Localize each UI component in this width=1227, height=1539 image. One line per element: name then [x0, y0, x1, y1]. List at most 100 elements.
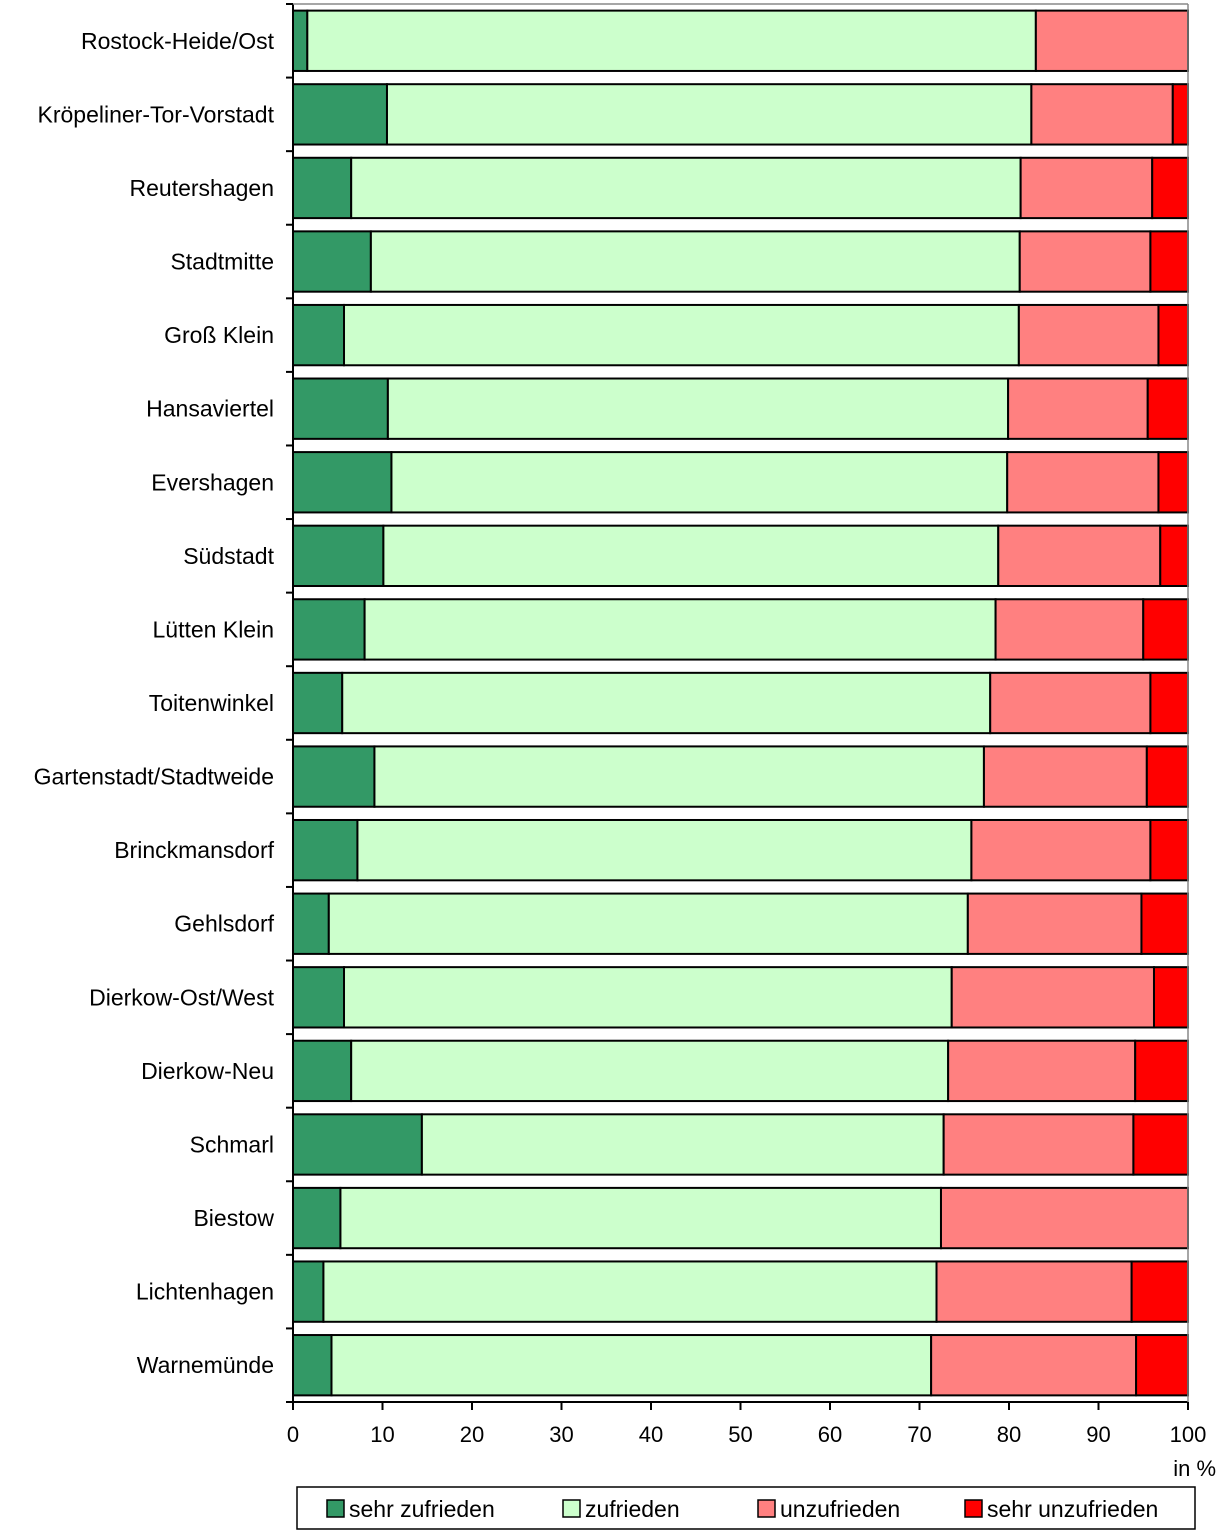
category-label-18: Warnemünde [137, 1352, 274, 1378]
bar-segment-0-1 [292, 83, 388, 146]
bar-segment-1-0 [306, 9, 1037, 72]
bar-segment-2-10 [982, 745, 1148, 808]
bar-segment-1-6 [390, 451, 1009, 514]
category-label-1: Kröpeliner-Tor-Vorstadt [38, 101, 275, 127]
axes-layer [286, 3, 1189, 1410]
bar-segment-2-7 [997, 524, 1162, 587]
category-label-2: Reutershagen [130, 175, 275, 201]
bar-segment-0-3 [292, 230, 372, 293]
bar-segment-2-3 [1018, 230, 1152, 293]
bar-segment-2-13 [950, 966, 1155, 1029]
bar-segment-3-8 [1142, 598, 1189, 661]
bar-segment-3-15 [1132, 1113, 1190, 1176]
bar-segment-0-8 [292, 598, 366, 661]
bar-segment-0-0 [292, 9, 309, 72]
bar-segment-2-8 [994, 598, 1145, 661]
bar-segment-1-12 [327, 892, 969, 955]
x-tick-label-0: 0 [287, 1422, 299, 1447]
category-label-4: Groß Klein [164, 322, 274, 348]
bar-segment-2-18 [930, 1334, 1138, 1397]
bar-segment-1-3 [369, 230, 1021, 293]
category-label-13: Dierkow-Ost/West [89, 984, 274, 1010]
category-label-7: Südstadt [183, 543, 274, 569]
category-label-9: Toitenwinkel [149, 690, 274, 716]
bar-segment-0-9 [292, 671, 344, 735]
bar-segment-0-7 [292, 524, 385, 587]
bar-segment-2-14 [947, 1039, 1137, 1103]
bar-segment-2-12 [966, 892, 1143, 955]
x-tick-label-3: 30 [549, 1422, 573, 1447]
category-label-12: Gehlsdorf [174, 911, 274, 937]
bar-segment-1-2 [350, 156, 1022, 220]
bar-segment-3-1 [1171, 83, 1190, 146]
bar-segment-2-15 [942, 1113, 1135, 1176]
legend-swatch-2 [757, 1499, 776, 1518]
bar-segment-0-15 [292, 1113, 423, 1176]
bar-segment-0-5 [292, 377, 389, 440]
category-label-3: Stadtmitte [170, 249, 274, 275]
bar-segment-3-11 [1149, 818, 1190, 882]
bar-segment-3-10 [1145, 745, 1189, 808]
bar-segment-0-16 [292, 1186, 342, 1250]
category-label-14: Dierkow-Neu [141, 1058, 274, 1084]
bar-segment-2-0 [1034, 9, 1189, 72]
legend-label-0: sehr zufrieden [349, 1496, 495, 1522]
bar-segment-3-4 [1157, 303, 1189, 367]
x-tick-label-8: 80 [997, 1422, 1021, 1447]
bar-segment-3-9 [1149, 671, 1190, 735]
x-tick-label-2: 20 [460, 1422, 484, 1447]
category-label-17: Lichtenhagen [136, 1279, 274, 1305]
bar-segment-2-4 [1017, 303, 1160, 367]
x-tick-label-9: 90 [1086, 1422, 1110, 1447]
bar-segment-1-9 [341, 671, 992, 735]
bar-segment-3-5 [1146, 377, 1189, 440]
bar-segment-2-1 [1030, 83, 1174, 146]
bar-segment-2-11 [970, 818, 1152, 882]
x-tick-labels: 0 10 20 30 40 50 60 70 80 90 100 [287, 1422, 1206, 1447]
bar-segment-3-17 [1130, 1260, 1189, 1323]
bar-segment-1-10 [373, 745, 985, 808]
bar-segment-2-17 [935, 1260, 1133, 1323]
legend-box [296, 1486, 1196, 1530]
x-tick-label-1: 10 [370, 1422, 394, 1447]
bar-segment-3-7 [1159, 524, 1190, 587]
bar-segment-0-10 [292, 745, 376, 808]
bar-segment-3-6 [1157, 451, 1189, 514]
bar-segment-1-8 [363, 598, 997, 661]
x-tick-label-7: 70 [907, 1422, 931, 1447]
bar-segment-1-14 [350, 1039, 950, 1103]
category-label-10: Gartenstadt/Stadtweide [34, 764, 274, 790]
bar-segment-1-5 [386, 377, 1010, 440]
bar-segment-0-18 [292, 1334, 333, 1397]
bar-segment-0-4 [292, 303, 346, 367]
bar-segment-3-14 [1134, 1039, 1189, 1103]
bar-segment-1-17 [322, 1260, 938, 1323]
category-label-0: Rostock-Heide/Ost [81, 28, 275, 54]
bar-segment-2-6 [1006, 451, 1160, 514]
category-label-11: Brinckmansdorf [114, 837, 274, 863]
legend-swatch-0 [326, 1499, 345, 1518]
bar-segment-0-12 [292, 892, 330, 955]
x-tick-label-10: 100 [1170, 1422, 1207, 1447]
x-tick-label-5: 50 [728, 1422, 752, 1447]
category-label-6: Evershagen [151, 469, 274, 495]
bar-segment-3-13 [1152, 966, 1189, 1029]
legend-label-2: unzufrieden [780, 1496, 900, 1522]
category-labels: Rostock-Heide/Ost Kröpeliner-Tor-Vorstadt… [34, 28, 275, 1378]
bar-segment-3-18 [1135, 1334, 1189, 1397]
bar-segment-1-13 [343, 966, 953, 1029]
bar-segment-3-2 [1151, 156, 1189, 220]
bar-segment-3-12 [1140, 892, 1189, 955]
legend: sehr zufrieden zufrieden unzufrieden sehr u… [296, 1486, 1196, 1530]
bar-segment-0-14 [292, 1039, 353, 1103]
category-label-5: Hansaviertel [146, 396, 274, 422]
bar-segment-2-5 [1007, 377, 1149, 440]
bar-segment-2-16 [939, 1186, 1189, 1250]
bar-segment-0-2 [292, 156, 353, 220]
bar-segment-0-17 [292, 1260, 325, 1323]
bar-segment-1-7 [382, 524, 1000, 587]
x-tick-label-6: 60 [818, 1422, 842, 1447]
bar-segment-1-4 [343, 303, 1020, 367]
x-tick-label-4: 40 [639, 1422, 663, 1447]
